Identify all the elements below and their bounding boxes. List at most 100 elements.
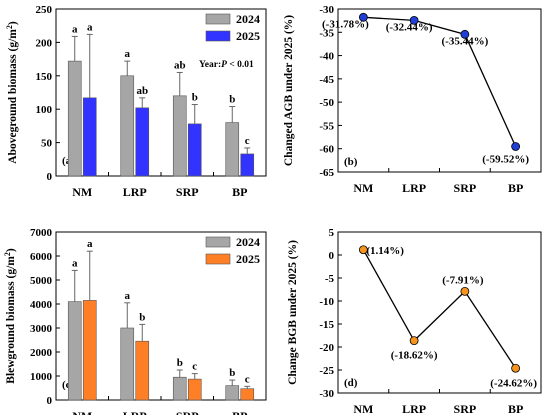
data-point-SRP [460, 29, 470, 39]
x-tick-label: SRP [454, 402, 477, 415]
y-tick-label: 5000 [30, 275, 53, 287]
bar-2024-SRP [172, 95, 187, 177]
panel-b-line-chart: -65 -60 -55 -50 -45 -40 -35 -30 NM LRP SRP BP Change… [283, 4, 542, 195]
legend-swatch-2024 [205, 236, 231, 248]
annotation-rest: < 0.01 [227, 60, 254, 70]
data-label: (-7.91%) [442, 274, 484, 286]
bar-2025-BP [240, 153, 255, 177]
bar-2024-LRP [120, 327, 135, 401]
significance-letter: a [125, 48, 131, 60]
y-axis-title: Change BGB under 2025 (%) [287, 240, 299, 385]
data-label: (-35.44%) [442, 35, 489, 47]
x-tick-label: LRP [402, 181, 426, 195]
significance-letter: b [192, 92, 198, 104]
bar-2025-SRP [187, 378, 202, 401]
plot-frame [337, 8, 542, 173]
y-axis-title: Changed AGB under 2025 (%) [283, 15, 295, 166]
annotation-p: P [221, 60, 227, 70]
y-tick-label: 0 [329, 250, 335, 262]
y-axis-title-end: ) [7, 21, 19, 25]
legend-swatch-2025 [205, 30, 231, 42]
bar-2024-NM [67, 301, 82, 401]
y-tick-label: 250 [36, 4, 53, 16]
series-line [363, 16, 517, 147]
y-axis-title-main: Aboveground biomass (g/m [7, 29, 19, 164]
significance-letter: a [72, 23, 78, 35]
bar-2024-SRP [172, 376, 187, 401]
legend-label: 2024 [236, 235, 260, 249]
bar-2024-NM [67, 60, 82, 177]
significance-letter: a [72, 257, 78, 269]
data-label: (1.14%) [366, 245, 404, 257]
data-point-LRP [409, 336, 419, 346]
significance-letter: c [245, 373, 250, 385]
data-label: (-18.62%) [391, 350, 438, 362]
legend-swatch-2025 [205, 253, 231, 265]
significance-letter: a [87, 238, 93, 250]
significance-letter: b [229, 367, 235, 379]
legend-swatch-2024 [205, 13, 231, 25]
annotation-prefix: Year: [199, 60, 221, 70]
data-point-NM [358, 12, 368, 22]
y-tick-label: 5 [329, 227, 335, 239]
y-tick-label: 50 [41, 138, 53, 150]
y-tick-label: -20 [319, 342, 334, 354]
legend-label: 2024 [236, 12, 260, 26]
y-tick-label: 1000 [30, 371, 53, 383]
y-tick-label: 150 [36, 71, 53, 83]
x-tick-label: NM [72, 409, 92, 415]
x-tick-label: BP [508, 181, 523, 195]
x-tick-label: LRP [123, 409, 147, 415]
y-tick-label: -30 [319, 4, 334, 16]
data-label: (-31.78%) [322, 18, 369, 30]
significance-letter: ab [136, 85, 148, 97]
y-tick-label: -25 [319, 365, 334, 377]
x-tick-label: NM [72, 185, 92, 199]
data-point-LRP [409, 15, 419, 25]
bar-2024-LRP [120, 75, 135, 177]
panel-label: (b) [344, 156, 358, 168]
bar-2025-NM [82, 97, 97, 177]
significance-letter: a [125, 290, 131, 302]
y-tick-label: 6000 [30, 251, 53, 263]
data-label: (-24.62%) [490, 377, 537, 389]
panel-a-bar-chart: 0 50 100 150 200 250 NM LRP SRP BP Aboveground bio… [5, 4, 267, 199]
data-label: (-59.52%) [482, 153, 529, 165]
y-tick-label: -55 [319, 120, 334, 132]
significance-letter: c [192, 361, 197, 373]
y-tick-label: -15 [319, 319, 334, 331]
x-tick-label: NM [353, 402, 373, 415]
x-tick-label: SRP [176, 185, 199, 199]
y-tick-label: 0 [47, 171, 53, 183]
data-point-SRP [460, 286, 470, 296]
y-tick-label: 0 [47, 395, 53, 407]
x-tick-label: LRP [402, 402, 426, 415]
y-tick-label: -65 [319, 167, 334, 179]
bar-2025-BP [240, 388, 255, 401]
y-tick-label: -50 [319, 97, 334, 109]
bar-2025-SRP [187, 123, 202, 177]
y-tick-label: -5 [325, 273, 335, 285]
significance-letter: b [229, 94, 235, 106]
bar-2024-BP [225, 122, 240, 177]
y-axis-title-main: Blewground biomass (g/m [5, 256, 17, 384]
y-tick-label: -60 [319, 144, 334, 156]
y-tick-label: -10 [319, 296, 334, 308]
data-point-NM [358, 245, 368, 255]
significance-letter: b [177, 357, 183, 369]
legend-label: 2025 [236, 29, 260, 43]
panel-label: (d) [344, 377, 358, 389]
panel-c-bar-chart: 0 1000 2000 3000 4000 5000 6000 7000 NM LRP SRP BP B… [3, 227, 267, 415]
y-axis-title-superscript: 2 [3, 252, 12, 256]
x-tick-label: BP [508, 402, 523, 415]
y-tick-label: -40 [319, 51, 334, 63]
y-tick-label: -30 [319, 388, 334, 400]
x-tick-label: SRP [176, 409, 199, 415]
x-tick-label: SRP [454, 181, 477, 195]
x-tick-label: BP [232, 185, 247, 199]
y-tick-label: 2000 [30, 347, 53, 359]
x-tick-label: BP [232, 409, 247, 415]
y-tick-label: -35 [319, 27, 334, 39]
significance-letter: b [139, 311, 145, 323]
